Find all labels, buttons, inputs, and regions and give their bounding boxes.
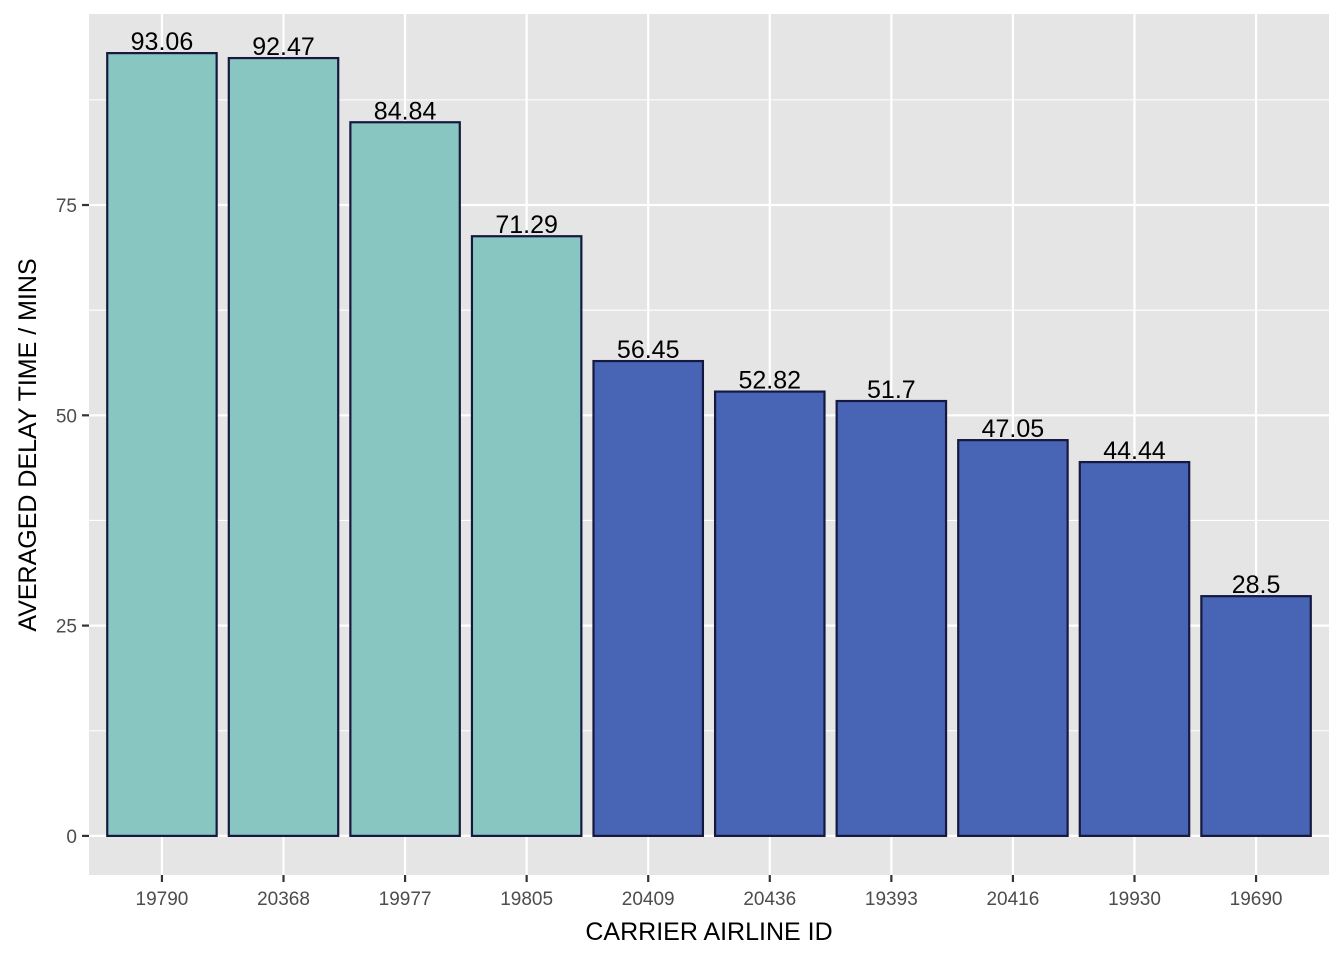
bar-20416 [957,439,1069,837]
bar-20436 [713,390,826,837]
bar-value-label: 44.44 [1103,437,1166,465]
bar-value-label: 51.7 [867,376,916,404]
bar-19690 [1200,595,1312,837]
bar-19930 [1078,460,1191,837]
y-tick-label: 75 [56,196,77,217]
x-tick-label: 19790 [136,889,189,910]
bar-19393 [835,399,948,837]
bars [106,52,1312,837]
bar-value-label: 92.47 [252,33,315,61]
x-tick-label: 19930 [1108,889,1161,910]
bar-value-label: 52.82 [739,367,802,395]
bar-value-label: 84.84 [374,97,437,125]
x-tick-label: 19690 [1230,889,1283,910]
bar-value-label: 47.05 [982,415,1045,443]
bar-value-label: 93.06 [131,28,194,56]
y-tick-label: 25 [56,617,77,638]
x-tick-label: 20409 [622,889,675,910]
x-tick-label: 20436 [743,889,796,910]
x-tick-label: 19393 [865,889,918,910]
y-axis-title: AVERAGED DELAY TIME / MINS [14,258,42,631]
bar-19805 [470,235,583,837]
bar-19790 [106,52,218,837]
x-tick-label: 20368 [257,889,310,910]
bar-20409 [592,359,705,837]
bar-19977 [349,121,461,837]
x-axis: 19790 20368 19977 19805 20409 20436 19393 20416… [136,875,1283,910]
bar-value-label: 56.45 [617,336,680,364]
y-axis: 0 25 50 75 [56,196,89,848]
bar-labels: 93.06 92.47 84.84 71.29 56.45 52.82 51.7 47.05 4… [131,28,1281,599]
bar-value-label: 28.5 [1232,571,1281,599]
x-tick-label: 19805 [500,889,553,910]
x-tick-label: 20416 [986,889,1039,910]
bar-20368 [227,56,340,837]
y-tick-label: 0 [66,827,77,848]
y-tick-label: 50 [56,406,77,427]
bar-value-label: 71.29 [495,211,558,239]
x-axis-title: CARRIER AIRLINE ID [585,918,832,946]
x-tick-label: 19977 [379,889,432,910]
